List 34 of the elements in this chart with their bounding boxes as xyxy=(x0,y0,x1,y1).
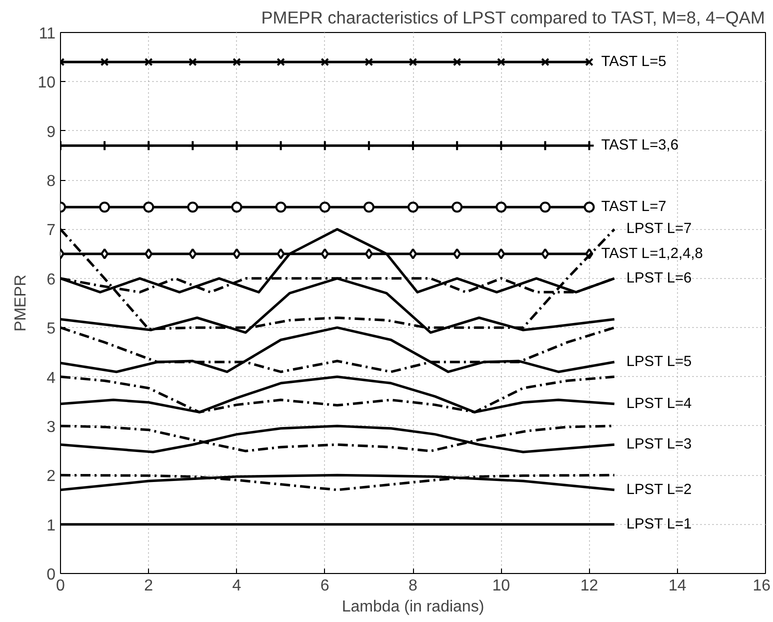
x-tick-label: 4 xyxy=(232,578,242,594)
x-tick-label: 2 xyxy=(144,578,154,594)
series-label: LPST L=2 xyxy=(626,482,692,498)
y-tick-label: 11 xyxy=(38,26,56,42)
y-tick-label: 10 xyxy=(38,74,56,92)
y-tick-label: 8 xyxy=(46,173,56,190)
x-tick-label: 10 xyxy=(492,578,510,594)
series-label: LPST L=1 xyxy=(626,516,692,532)
series-label: LPST L=4 xyxy=(626,396,692,412)
series-label: TAST L=7 xyxy=(601,199,666,216)
y-tick-label: 7 xyxy=(46,222,56,240)
x-tick-label: 16 xyxy=(752,578,771,594)
x-tick-label: 6 xyxy=(320,578,330,594)
y-tick-label: 1 xyxy=(46,517,56,534)
y-tick-label: 2 xyxy=(46,468,56,486)
x-tick-label: 8 xyxy=(408,578,418,594)
series-label: LPST L=7 xyxy=(626,221,692,238)
y-tick-label: 6 xyxy=(46,271,56,288)
series-label: TAST L=5 xyxy=(601,54,666,70)
series-label: TAST L=3,6 xyxy=(601,138,679,154)
y-axis-title: PMEPR xyxy=(12,274,30,332)
y-tick-label: 9 xyxy=(46,124,56,141)
series-label: LPST L=6 xyxy=(626,270,692,286)
x-tick-label: 14 xyxy=(668,578,686,594)
x-tick-label: 12 xyxy=(580,578,598,594)
series-label: TAST L=1,2,4,8 xyxy=(601,246,703,262)
y-tick-label: 4 xyxy=(46,370,56,387)
y-tick-label: 3 xyxy=(46,418,56,436)
series-label: LPST L=5 xyxy=(626,354,692,370)
y-tick-label: 5 xyxy=(46,320,56,338)
y-tick-label: 0 xyxy=(46,566,56,584)
chart-title: PMEPR characteristics of LPST compared to TAST, M=8, 4−QAM xyxy=(261,8,765,28)
x-axis-title: Lambda (in radians) xyxy=(342,598,484,616)
series-label: LPST L=3 xyxy=(626,436,692,453)
